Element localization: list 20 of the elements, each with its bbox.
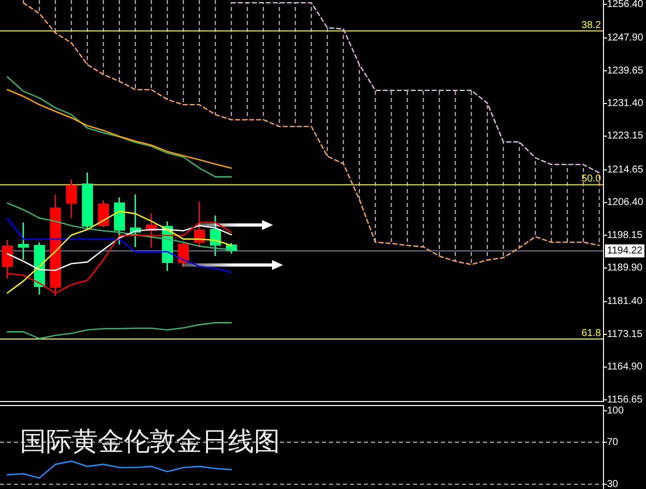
y-tick-label: 100 <box>607 405 624 416</box>
y-tick-label: 1214.65 <box>607 164 644 176</box>
y-tick-label: 1223.15 <box>607 130 644 142</box>
y-tick-label: 1247.90 <box>607 32 644 44</box>
y-tick-label: 1173.15 <box>607 328 642 340</box>
y-tick-label: 70 <box>607 436 618 448</box>
y-tick-label: 1189.90 <box>607 262 642 274</box>
y-tick-label: 1231.40 <box>607 98 644 109</box>
y-tick-label: 1181.40 <box>607 296 642 308</box>
y-tick-label: 30 <box>607 478 618 489</box>
y-tick-label: 1206.40 <box>607 197 644 208</box>
y-tick-label: 1198.15 <box>607 230 642 241</box>
annotation: 50.0 <box>582 174 601 185</box>
y-tick-label: 1239.65 <box>607 65 644 76</box>
y-tick-label: 1256.40 <box>607 0 644 10</box>
y-tick-label: 1164.90 <box>607 362 642 373</box>
annotation: 61.8 <box>582 328 601 339</box>
y-tick-label: 1156.65 <box>607 394 642 406</box>
annotation: 38.2 <box>582 20 601 31</box>
price-label: 1194.22 <box>605 244 644 258</box>
